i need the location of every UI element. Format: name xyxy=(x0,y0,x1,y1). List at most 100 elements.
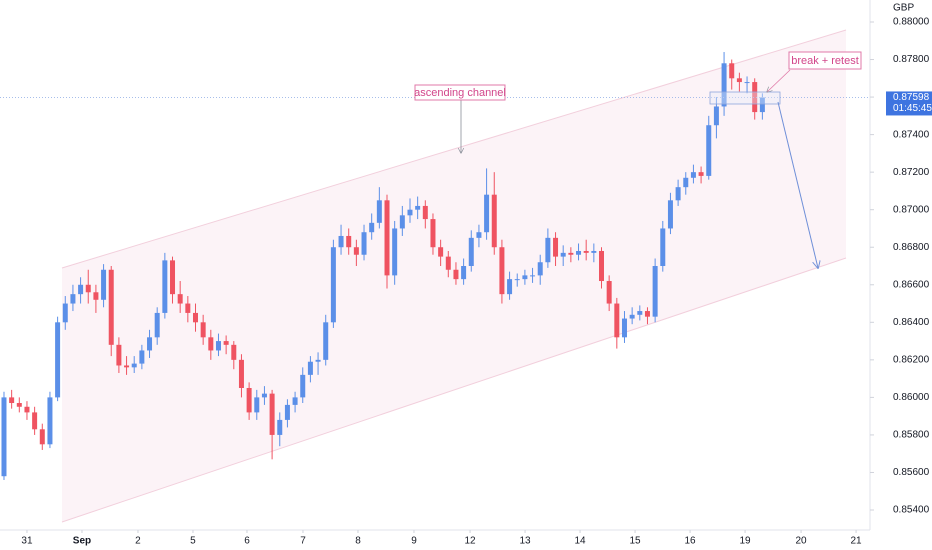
y-tick-label: 0.86000 xyxy=(893,392,930,403)
last-price-box xyxy=(886,91,932,116)
retest-zone xyxy=(709,91,781,105)
candle-body xyxy=(154,312,160,338)
candle-body xyxy=(147,337,153,351)
y-tick-label: 0.86600 xyxy=(893,279,930,290)
candle-body xyxy=(583,250,589,253)
candle-body xyxy=(238,359,244,388)
candle-body xyxy=(200,322,206,338)
candle-body xyxy=(338,235,344,248)
candle-body xyxy=(392,228,398,276)
candle-body xyxy=(644,311,650,317)
x-tick-label: 2 xyxy=(135,536,141,547)
candle-body xyxy=(721,63,727,107)
candle-body xyxy=(553,237,559,257)
candle-body xyxy=(461,266,467,280)
x-tick-label: 21 xyxy=(850,536,862,547)
annotation-arrow xyxy=(767,69,791,92)
candle-body xyxy=(62,303,68,323)
candle-body xyxy=(430,219,436,248)
candle-body xyxy=(369,222,375,233)
candle-body xyxy=(231,344,237,360)
candle-body xyxy=(476,232,482,238)
candle-body xyxy=(675,187,681,201)
candle-body xyxy=(376,200,382,223)
candle-body xyxy=(468,237,474,266)
candle-body xyxy=(101,269,107,300)
candle-body xyxy=(560,252,566,257)
annotation: ascending channel xyxy=(414,87,506,99)
y-tick-label: 0.87200 xyxy=(893,167,930,178)
candle-body xyxy=(706,125,712,176)
candle-body xyxy=(116,344,122,366)
candle-body xyxy=(514,279,520,281)
candle-body xyxy=(621,318,627,338)
candle-body xyxy=(16,403,22,407)
candle-body xyxy=(139,350,145,364)
candle-body xyxy=(399,215,405,229)
candle-body xyxy=(177,294,183,304)
y-tick-label: 0.88000 xyxy=(893,17,930,28)
y-tick-label: 0.85400 xyxy=(893,505,930,516)
candle-body xyxy=(269,393,275,435)
y-tick-label: 0.85600 xyxy=(893,467,930,478)
candle-body xyxy=(300,374,306,398)
candle-body xyxy=(70,294,76,304)
candle-body xyxy=(599,250,605,282)
candle-body xyxy=(759,97,765,113)
x-tick-label: 19 xyxy=(739,536,751,547)
candle-body xyxy=(93,292,99,300)
y-tick-label: 0.87800 xyxy=(893,54,930,65)
candle-body xyxy=(660,228,666,266)
candle-body xyxy=(78,284,84,295)
annotation-box xyxy=(414,84,506,101)
candle-body xyxy=(85,284,91,293)
projection-arrow xyxy=(777,101,818,268)
currency: GBP xyxy=(893,3,914,14)
last-price: 0.87598 xyxy=(893,92,930,103)
candle-body xyxy=(32,412,38,430)
annotation-box xyxy=(788,51,862,70)
x-tick-label: Sep xyxy=(73,536,91,547)
x-tick-label: 9 xyxy=(411,536,417,547)
candle-body xyxy=(307,361,313,375)
candle-body xyxy=(652,266,658,317)
candle-body xyxy=(522,275,528,280)
candle-body xyxy=(1,397,7,477)
candle-body xyxy=(261,393,267,398)
candle-body xyxy=(353,247,359,255)
candles xyxy=(1,52,765,480)
candle-body xyxy=(124,365,130,368)
candle-body xyxy=(713,106,719,126)
x-tick-label: 15 xyxy=(629,536,641,547)
candle-body xyxy=(346,235,352,248)
candle-body xyxy=(484,194,490,233)
candle-body xyxy=(491,194,497,248)
candle-body xyxy=(530,275,536,277)
x-tick-label: 14 xyxy=(574,536,586,547)
y-tick-label: 0.85800 xyxy=(893,430,930,441)
candle-body xyxy=(568,252,574,255)
candle-body xyxy=(9,397,15,404)
candle-body xyxy=(729,63,735,79)
x-tick-label: 31 xyxy=(21,536,33,547)
candle-body xyxy=(315,359,321,362)
candle-body xyxy=(47,397,53,445)
candle-body xyxy=(545,237,551,263)
candle-body xyxy=(606,281,612,304)
candle-body xyxy=(384,200,390,276)
y-tick-label: 0.86400 xyxy=(893,317,930,328)
candle-body xyxy=(55,322,61,398)
candle-body xyxy=(361,232,367,255)
countdown: 01:45:45 xyxy=(893,103,932,114)
candle-body xyxy=(185,303,191,313)
x-tick-label: 6 xyxy=(244,536,250,547)
candle-body xyxy=(415,205,421,210)
channel-upper xyxy=(61,29,847,269)
candle-body xyxy=(215,341,221,351)
candle-body xyxy=(162,260,168,313)
candle-body xyxy=(330,247,336,323)
candle-body xyxy=(736,78,742,83)
annotation: break + retest xyxy=(791,55,859,67)
candle-body xyxy=(323,322,329,360)
